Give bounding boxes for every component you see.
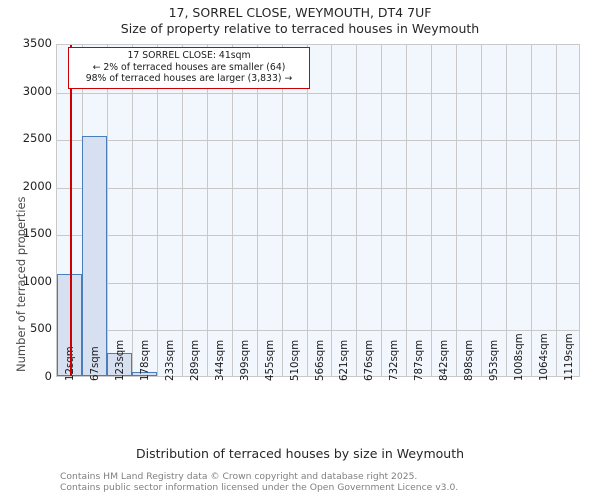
y-axis-tick-label: 2000 xyxy=(22,178,52,193)
y-axis-tick-label: 0 xyxy=(44,369,52,383)
x-axis-tick-label: 566sqm xyxy=(314,339,326,381)
x-axis-tick-label: 732sqm xyxy=(389,339,401,381)
gridline-vertical xyxy=(506,45,508,376)
x-axis-tick-label: 1008sqm xyxy=(514,333,526,381)
x-axis-title: Distribution of terraced houses by size … xyxy=(135,446,465,461)
x-axis-tick-label: 399sqm xyxy=(239,339,251,381)
annotation-smaller: ← 2% of terraced houses are smaller (64) xyxy=(92,61,286,73)
gridline-vertical xyxy=(306,45,308,376)
property-annotation-box: 17 SORREL CLOSE: 41sqm ← 2% of terraced … xyxy=(68,47,310,89)
gridline-vertical xyxy=(556,45,558,376)
gridline-horizontal xyxy=(57,235,579,237)
y-axis-tick-label: 3500 xyxy=(22,36,52,50)
x-axis-tick-label: 123sqm xyxy=(114,339,126,381)
gridline-vertical xyxy=(481,45,483,376)
gridline-vertical xyxy=(456,45,458,376)
gridline-vertical xyxy=(156,45,158,376)
y-axis-tick-label: 1000 xyxy=(22,273,52,288)
y-axis-tick-label: 500 xyxy=(30,321,52,336)
gridline-vertical xyxy=(431,45,433,376)
bar xyxy=(81,135,107,376)
chart-title: 17, SORREL CLOSE, WEYMOUTH, DT4 7UF xyxy=(168,5,432,20)
gridline-vertical xyxy=(131,45,133,376)
x-axis-tick-label: 842sqm xyxy=(439,339,451,381)
footer-line-2: Contains public sector information licen… xyxy=(60,481,459,493)
x-axis-tick-label: 898sqm xyxy=(464,339,476,381)
x-axis-tick-label: 676sqm xyxy=(364,339,376,381)
x-axis-tick-label: 953sqm xyxy=(489,339,501,381)
bar xyxy=(57,274,82,376)
gridline-vertical xyxy=(231,45,233,376)
property-marker-line xyxy=(70,45,73,376)
gridline-vertical xyxy=(331,45,333,376)
x-axis-tick-label: 289sqm xyxy=(189,339,201,381)
x-axis-tick-label: 1064sqm xyxy=(539,333,551,381)
gridline-horizontal xyxy=(57,140,579,142)
x-axis-tick-label: 510sqm xyxy=(289,339,301,381)
x-axis-tick-label: 344sqm xyxy=(214,339,226,381)
annotation-larger: 98% of terraced houses are larger (3,833… xyxy=(85,73,293,84)
y-axis-tick-label: 3000 xyxy=(22,83,52,98)
gridline-vertical xyxy=(406,45,408,376)
gridline-vertical xyxy=(356,45,358,376)
y-axis-tick-label: 1500 xyxy=(22,226,52,241)
plot-area xyxy=(56,44,580,377)
bar xyxy=(131,371,157,376)
x-axis-tick-label: 455sqm xyxy=(264,339,276,381)
x-axis-tick-label: 178sqm xyxy=(139,339,151,381)
gridline-vertical xyxy=(531,45,533,376)
gridline-vertical xyxy=(256,45,258,376)
gridline-vertical xyxy=(281,45,283,376)
footer-attribution: Contains HM Land Registry data © Crown c… xyxy=(60,471,459,493)
gridline-vertical xyxy=(206,45,208,376)
x-axis-tick-label: 621sqm xyxy=(339,339,351,381)
x-axis-tick-label: 787sqm xyxy=(414,339,426,381)
annotation-title: 17 SORREL CLOSE: 41sqm xyxy=(127,50,251,61)
gridline-vertical xyxy=(106,45,108,376)
gridline-vertical xyxy=(181,45,183,376)
gridline-vertical xyxy=(381,45,383,376)
chart-subtitle: Size of property relative to terraced ho… xyxy=(120,21,480,36)
y-axis-tick-label: 2500 xyxy=(22,131,52,146)
footer-line-1: Contains HM Land Registry data © Crown c… xyxy=(60,471,418,482)
y-axis-tick-labels: 0 500 1000 1500 2000 2500 3000 3500 xyxy=(0,0,52,500)
x-axis-tick-label: 233sqm xyxy=(164,339,176,381)
gridline-horizontal xyxy=(57,92,579,94)
gridline-horizontal xyxy=(57,187,579,189)
gridline-horizontal xyxy=(57,282,579,284)
bar xyxy=(106,352,132,376)
x-axis-tick-label: 1119sqm xyxy=(564,333,576,381)
x-axis-tick-label: 67sqm xyxy=(89,346,101,381)
gridline-horizontal xyxy=(57,330,579,332)
